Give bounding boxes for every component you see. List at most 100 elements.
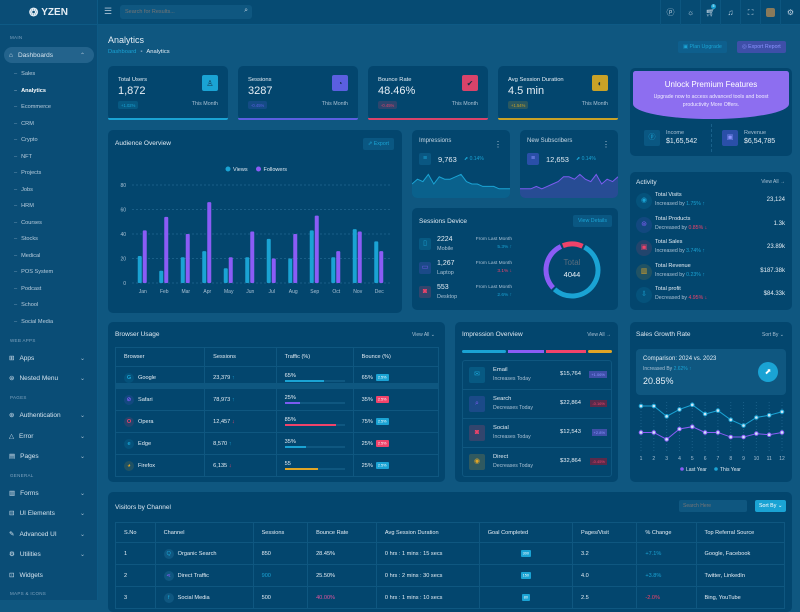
column-header[interactable]: Top Referral Source	[695, 522, 786, 543]
more-options-icon[interactable]: ⋮	[494, 140, 502, 149]
more-options-icon[interactable]: ⋮	[602, 140, 610, 149]
point-this-year[interactable]	[741, 423, 746, 428]
cart-icon[interactable]: 🛒︎ 5	[700, 0, 720, 25]
bar-views-feb[interactable]	[159, 270, 164, 283]
sidebar-subitem[interactable]: CRM	[14, 121, 34, 127]
sidebar-item-widgets[interactable]: ⊡ Widgets	[9, 571, 43, 580]
point-this-year[interactable]	[702, 411, 708, 417]
point-this-year[interactable]	[638, 403, 644, 409]
sidebar-subitem[interactable]: School	[14, 302, 38, 308]
sidebar-subitem[interactable]: HRM	[14, 203, 34, 209]
table-row[interactable]: 2 ⋖ Direct Traffic 900 25.50% 0 hrs : 2 m…	[115, 564, 786, 587]
bar-views-jan[interactable]	[137, 256, 142, 283]
bar-followers-oct[interactable]	[336, 251, 341, 283]
column-header[interactable]: Bounce Rate	[307, 522, 377, 543]
sidebar-item-utilities[interactable]: ⚙ Utilities ⌄	[9, 550, 85, 559]
column-header[interactable]: Sessions	[204, 347, 277, 367]
column-header[interactable]: % Change	[636, 522, 697, 543]
sidebar-subitem[interactable]: Analytics	[14, 88, 46, 94]
export-report-button[interactable]: ◎ Export Report	[737, 41, 786, 53]
point-this-year[interactable]	[779, 409, 785, 415]
bell-icon[interactable]: ♫	[720, 0, 740, 25]
bar-followers-may[interactable]	[228, 257, 233, 283]
point-last-year[interactable]	[754, 431, 759, 436]
column-header[interactable]: Browser	[114, 347, 206, 367]
point-last-year[interactable]	[651, 430, 657, 435]
point-last-year[interactable]	[766, 432, 772, 438]
sidebar-subitem[interactable]: POS System	[14, 269, 53, 275]
point-last-year[interactable]	[741, 434, 746, 440]
point-this-year[interactable]	[651, 403, 657, 409]
point-last-year[interactable]	[689, 424, 695, 430]
point-this-year[interactable]	[754, 415, 759, 420]
fullscreen-icon[interactable]: ⛶	[740, 0, 760, 25]
avatar[interactable]	[760, 0, 780, 25]
sidebar-subitem[interactable]: Sales	[14, 71, 35, 77]
sidebar-item-ui-elements[interactable]: ⊟ UI Elements ⌄	[9, 509, 85, 518]
bar-followers-jul[interactable]	[271, 258, 276, 284]
plan-upgrade-button[interactable]: ▣ Plan Upgrade	[678, 41, 727, 53]
point-this-year[interactable]	[689, 402, 695, 408]
sidebar-subitem[interactable]: Social Media	[14, 319, 53, 325]
bar-views-mar[interactable]	[180, 257, 185, 283]
bar-views-aug[interactable]	[288, 258, 293, 284]
sidebar-subitem[interactable]: Jobs	[14, 187, 33, 193]
column-header[interactable]: Channel	[154, 522, 254, 543]
bar-views-dec[interactable]	[374, 241, 379, 283]
sidebar-item-nested-menu[interactable]: ⊜ Nested Menu ⌄	[9, 374, 85, 383]
sidebar-subitem[interactable]: NFT	[14, 154, 32, 160]
sidebar-item-advanced-ui[interactable]: ✎ Advanced UI ⌄	[9, 530, 85, 539]
point-this-year[interactable]	[664, 414, 669, 419]
bar-views-jun[interactable]	[245, 257, 250, 283]
sort-by-button[interactable]: Sort By ⌄	[755, 500, 787, 512]
export-button[interactable]: ⇗ Export	[362, 138, 394, 150]
point-last-year[interactable]	[664, 437, 669, 442]
sidebar-subitem[interactable]: Medical	[14, 253, 40, 259]
sidebar-item-dashboards[interactable]: ⌂ Dashboards ⌃	[4, 47, 94, 63]
bar-followers-nov[interactable]	[357, 231, 362, 283]
sidebar-item-error[interactable]: △ Error ⌄	[9, 432, 85, 441]
column-header[interactable]: Pages/Visit	[571, 522, 638, 543]
column-header[interactable]: Sessions	[252, 522, 309, 543]
search-box[interactable]: ⌕	[120, 5, 252, 19]
legend-label[interactable]: Last Year	[686, 467, 707, 473]
legend-label[interactable]: Views	[233, 167, 248, 173]
bar-views-may[interactable]	[223, 268, 228, 283]
sun-icon[interactable]: ☼	[680, 0, 700, 25]
table-row[interactable]: G Google 23,379 ↑ 65% 65% 2.5%	[114, 366, 440, 389]
view-all-link[interactable]: View All →	[587, 332, 611, 338]
sidebar-subitem[interactable]: Projects	[14, 170, 41, 176]
bar-followers-aug[interactable]	[293, 234, 298, 283]
column-header[interactable]: S.No	[115, 522, 156, 543]
view-all-link[interactable]: View All →	[761, 179, 785, 185]
point-last-year[interactable]	[677, 426, 682, 432]
view-details-button[interactable]: View Details	[572, 215, 612, 227]
sidebar-subitem[interactable]: Stocks	[14, 236, 38, 242]
point-this-year[interactable]	[766, 412, 772, 418]
point-last-year[interactable]	[638, 430, 644, 435]
bar-followers-sep[interactable]	[314, 215, 319, 283]
column-header[interactable]: Bounce (%)	[352, 347, 440, 367]
visitors-search-input[interactable]	[679, 500, 747, 512]
bar-followers-jun[interactable]	[250, 231, 255, 283]
point-this-year[interactable]	[728, 417, 734, 423]
bar-views-sep[interactable]	[309, 230, 314, 283]
sidebar-item-forms[interactable]: ▥ Forms ⌄	[9, 489, 85, 498]
point-this-year[interactable]	[715, 408, 721, 413]
table-row[interactable]: ⊘ Safari 78,973 ↑ 25% 35% 2.5%	[114, 388, 440, 411]
bar-followers-apr[interactable]	[207, 202, 212, 283]
sidebar-item-pages[interactable]: ▤ Pages ⌄	[9, 452, 85, 461]
column-header[interactable]: Traffic (%)	[275, 347, 354, 367]
bar-views-apr[interactable]	[202, 251, 207, 283]
breadcrumb-link[interactable]: Dashboard	[108, 49, 137, 55]
sidebar-subitem[interactable]: Crypto	[14, 137, 37, 143]
menu-toggle-icon[interactable]: ☰	[104, 6, 113, 16]
legend-label[interactable]: Followers	[264, 167, 288, 173]
point-last-year[interactable]	[702, 430, 708, 435]
column-header[interactable]: Goal Completed	[478, 522, 574, 543]
bar-followers-feb[interactable]	[164, 216, 169, 283]
bar-views-oct[interactable]	[331, 257, 336, 283]
table-row[interactable]: O Opera 12,457 ↓ 85% 75% 2.5%	[114, 410, 440, 433]
search-input[interactable]	[120, 5, 235, 19]
bar-views-jul[interactable]	[266, 238, 271, 283]
